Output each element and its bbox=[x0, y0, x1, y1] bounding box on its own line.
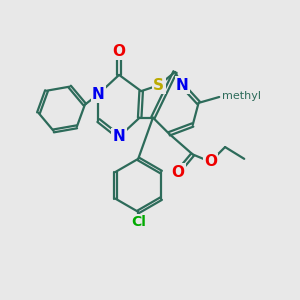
Text: N: N bbox=[92, 87, 105, 102]
Text: Cl: Cl bbox=[131, 215, 146, 229]
Text: O: O bbox=[172, 165, 184, 180]
Text: O: O bbox=[204, 154, 217, 169]
Text: methyl: methyl bbox=[223, 95, 228, 96]
Text: methyl: methyl bbox=[221, 92, 260, 101]
Text: S: S bbox=[153, 78, 164, 93]
Text: N: N bbox=[176, 78, 189, 93]
Text: O: O bbox=[112, 44, 126, 59]
Text: N: N bbox=[113, 129, 125, 144]
Text: methyl: methyl bbox=[221, 96, 226, 98]
